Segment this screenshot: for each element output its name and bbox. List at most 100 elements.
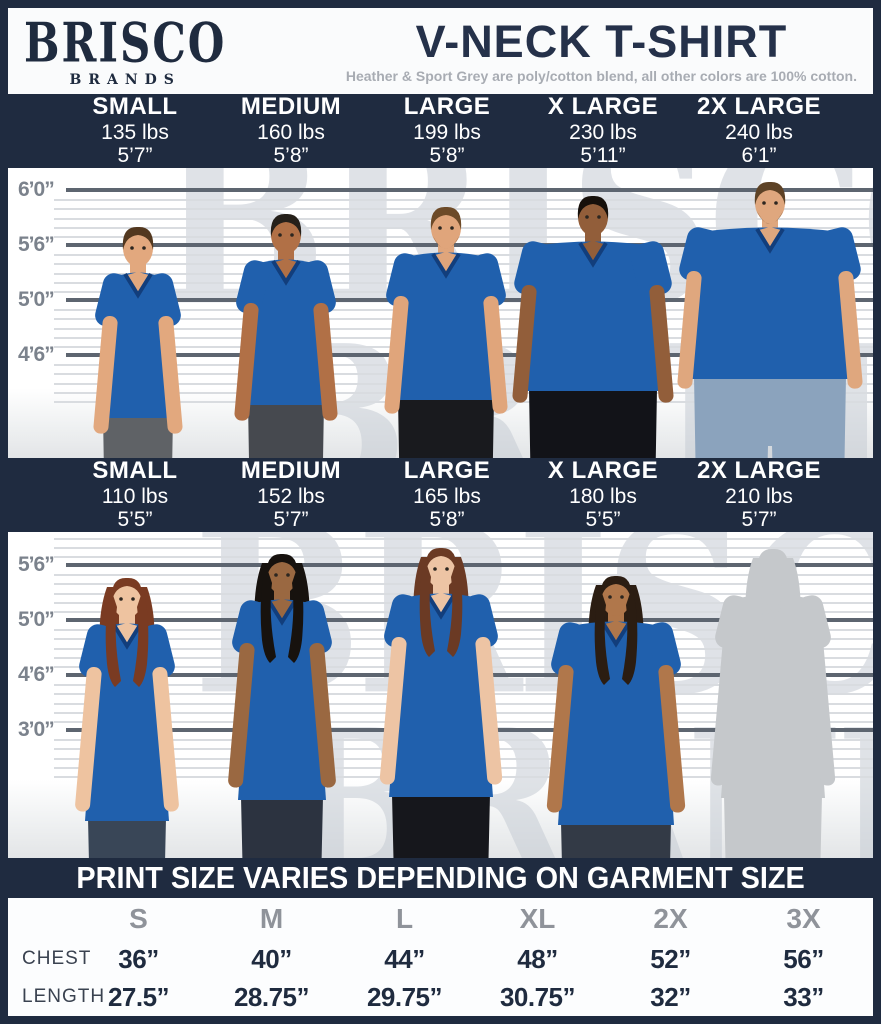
height-marker-label: 5’6” [18,233,55,256]
title-block: V-NECK T-SHIRT Heather & Sport Grey are … [345,15,873,85]
print-size-banner-text: PRINT SIZE VARIES DEPENDING ON GARMENT S… [76,860,805,895]
size-label: 2X LARGE [696,93,822,121]
height-gridline [54,235,873,238]
size-height: 6’1” [741,144,777,168]
size-column-small: SMALL 110 lbs 5’5” [57,457,213,532]
mens-model-x-large [498,187,688,458]
size-height: 5’8” [273,144,309,168]
size-label: X LARGE [547,93,659,121]
garment-size-table: S M L XL 2X 3X CHEST 36” 40” 44” 48” 52” 56” LENGTH 27… [8,898,873,1016]
size-weight: 210 lbs [725,484,793,508]
table-cell: 52” [650,943,691,974]
table-cell: 40” [251,943,292,974]
height-gridline [54,226,873,229]
height-gridline [54,208,873,211]
womens-model-large [346,539,536,858]
size-weight: 110 lbs [101,484,169,508]
brand-logo-word: BRISCO [24,10,227,75]
womens-model-small [32,569,222,858]
mens-size-row: SMALL 135 lbs 5’7” MEDIUM 160 lbs 5’8” LARGE 19… [0,93,881,168]
size-column-2x-large: 2X LARGE 240 lbs 6’1” [681,93,837,168]
size-weight: 199 lbs [413,120,481,144]
height-marker-label: 6’0” [18,178,55,201]
size-label: SMALL [92,457,178,485]
size-weight: 135 lbs [101,120,169,144]
mens-photo-panel: BRISCOBRANDS6’0”5’6”5’0”4’6” [8,168,873,458]
size-weight: 152 lbs [257,484,325,508]
size-column-medium: MEDIUM 152 lbs 5’7” [213,457,369,532]
height-marker-line [66,563,873,567]
height-marker-label: 5’0” [18,288,55,311]
size-column-x-large: X LARGE 230 lbs 5’11” [525,93,681,168]
table-col-header-2x: 2X [653,903,688,934]
womens-model-silhouette [678,540,868,858]
fabric-note: Heather & Sport Grey are poly/cotton ble… [345,68,857,85]
table-cell: 27.5” [107,981,170,1012]
size-label: LARGE [403,93,491,121]
size-height: 5’8” [429,144,465,168]
table-col-header-s: S [129,903,148,934]
brand-logo: BRISCO BRANDS [24,10,227,88]
header: BRISCO BRANDS V-NECK T-SHIRT Heather & S… [8,8,873,94]
height-marker-line [66,243,873,247]
table-cell: 32” [650,981,691,1012]
size-weight: 240 lbs [725,120,793,144]
height-gridline [54,546,873,549]
table-row-label: CHEST [22,948,92,969]
size-column-large: LARGE 165 lbs 5’8” [369,457,525,532]
size-column-medium: MEDIUM 160 lbs 5’8” [213,93,369,168]
mens-model-2x-large [675,173,865,458]
size-label: LARGE [403,457,491,485]
size-height: 5’7” [273,508,309,532]
size-height: 5’5” [585,508,621,532]
size-label: MEDIUM [240,93,342,121]
table-cell: 29.75” [366,981,443,1012]
size-column-large: LARGE 199 lbs 5’8” [369,93,525,168]
table-row-label: LENGTH [22,986,106,1007]
height-marker-label: 3’0” [18,718,55,741]
height-gridline [54,555,873,558]
page-title: V-NECK T-SHIRT [415,15,788,67]
height-marker-label: 5’6” [18,553,55,576]
height-gridline [54,199,873,202]
womens-photo-panel: BRISCOBRANDS5’6”5’0”4’6”3’0” [8,532,873,858]
table-col-header-l: L [395,903,414,934]
mens-model-small [43,218,233,458]
size-column-small: SMALL 135 lbs 5’7” [57,93,213,168]
table-cell: 44” [384,943,425,974]
table-cell: 56” [783,943,824,974]
size-height: 5’11” [580,144,626,168]
table-col-header-xl: XL [519,903,556,934]
height-marker-label: 5’0” [18,608,55,631]
size-height: 5’7” [117,144,153,168]
size-label: X LARGE [547,457,659,485]
size-height: 5’7” [741,508,777,532]
size-weight: 165 lbs [413,484,481,508]
size-label: 2X LARGE [696,457,822,485]
womens-model-x-large [521,567,711,858]
size-weight: 180 lbs [569,484,637,508]
table-cell: 30.75” [499,981,576,1012]
table-col-header-m: M [259,903,284,934]
height-marker-label: 4’6” [18,343,55,366]
size-height: 5’8” [429,508,465,532]
mens-model-medium [191,205,381,458]
size-weight: 160 lbs [257,120,325,144]
print-size-banner: PRINT SIZE VARIES DEPENDING ON GARMENT S… [0,858,881,898]
mens-model-large [351,198,541,458]
womens-size-row: SMALL 110 lbs 5’5” MEDIUM 152 lbs 5’7” LARGE 16… [0,457,881,532]
height-gridline [54,537,873,540]
table-col-header-3x: 3X [786,903,821,934]
height-marker-line [66,188,873,192]
womens-model-medium [187,545,377,858]
size-column-x-large: X LARGE 180 lbs 5’5” [525,457,681,532]
table-cell: 36” [118,943,159,974]
size-label: SMALL [92,93,178,121]
size-weight: 230 lbs [569,120,637,144]
size-height: 5’5” [117,508,153,532]
size-label: MEDIUM [240,457,342,485]
brand-logo-subword: BRANDS [69,71,181,88]
size-column-2x-large: 2X LARGE 210 lbs 5’7” [681,457,837,532]
height-marker-label: 4’6” [18,663,55,686]
